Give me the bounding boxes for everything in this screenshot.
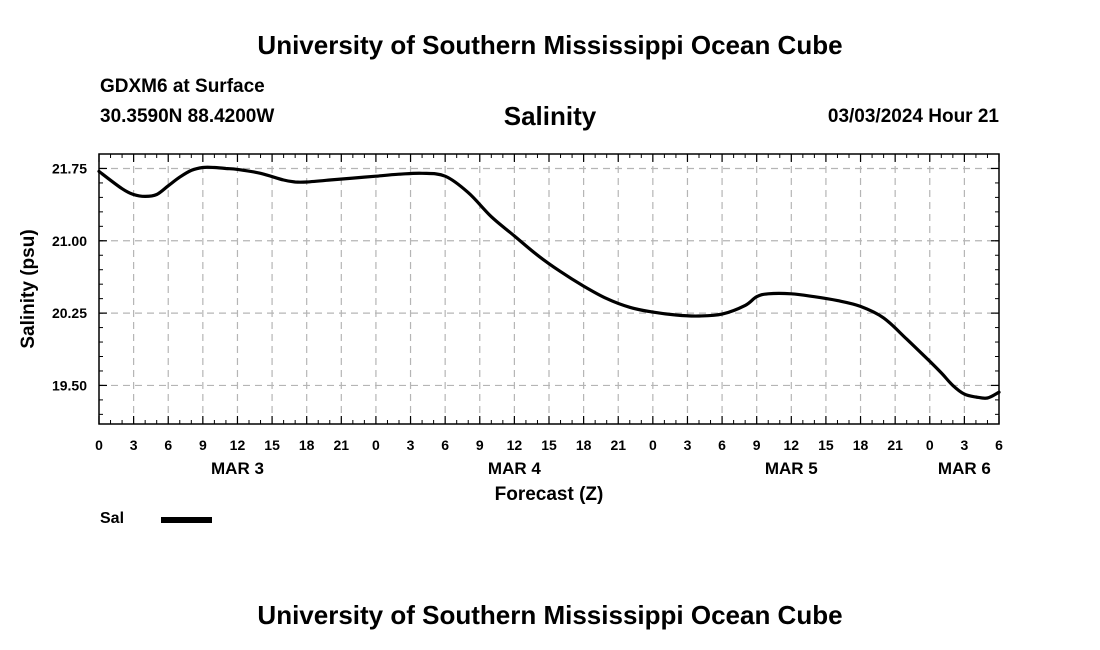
legend-label: Sal: [100, 510, 125, 527]
parameter-title: Salinity: [503, 101, 597, 131]
x-tick-label: 0: [95, 437, 103, 453]
y-tick-label: 21.00: [52, 233, 87, 249]
x-tick-label: 0: [649, 437, 657, 453]
x-tick-label: 3: [960, 437, 968, 453]
x-tick-label: 6: [718, 437, 726, 453]
x-tick-label: 0: [926, 437, 934, 453]
x-tick-label: 12: [784, 437, 800, 453]
y-tick-label: 20.25: [52, 305, 87, 321]
x-tick-label: 6: [995, 437, 1003, 453]
x-tick-label: 18: [299, 437, 315, 453]
series-line-sal: [97, 165, 1001, 400]
x-tick-label: 12: [230, 437, 246, 453]
day-label: MAR 3: [211, 459, 264, 478]
page-title: University of Southern Mississippi Ocean…: [257, 30, 843, 60]
legend-swatch: [161, 517, 212, 523]
y-axis-title: Salinity (psu): [18, 229, 39, 348]
series-layer: [97, 165, 1001, 400]
x-tick-label: 3: [130, 437, 138, 453]
x-tick-label: 15: [541, 437, 557, 453]
day-label: MAR 5: [765, 459, 818, 478]
x-tick-label: 21: [610, 437, 626, 453]
x-tick-label: 18: [853, 437, 869, 453]
x-tick-label: 3: [407, 437, 415, 453]
x-axis-title: Forecast (Z): [495, 484, 604, 505]
day-label: MAR 6: [938, 459, 991, 478]
x-tick-label: 6: [164, 437, 172, 453]
x-tick-label: 21: [334, 437, 350, 453]
x-tick-label: 12: [507, 437, 523, 453]
x-tick-label: 15: [818, 437, 834, 453]
coordinates-label: 30.3590N 88.4200W: [100, 106, 275, 127]
x-tick-label: 6: [441, 437, 449, 453]
x-tick-label: 9: [753, 437, 761, 453]
day-label: MAR 4: [488, 459, 541, 478]
x-tick-label: 15: [264, 437, 280, 453]
x-tick-label: 0: [372, 437, 380, 453]
footer-title: University of Southern Mississippi Ocean…: [257, 600, 843, 630]
forecast-datetime: 03/03/2024 Hour 21: [827, 106, 999, 127]
x-tick-label: 21: [887, 437, 903, 453]
y-tick-label: 19.50: [52, 377, 87, 393]
axis-ticks: [98, 153, 1000, 424]
x-tick-label: 3: [684, 437, 692, 453]
x-tick-label: 18: [576, 437, 592, 453]
y-tick-label: 21.75: [52, 160, 87, 176]
grid: [99, 154, 999, 424]
x-tick-label: 9: [476, 437, 484, 453]
station-label: GDXM6 at Surface: [100, 76, 265, 97]
x-tick-label: 9: [199, 437, 207, 453]
axis-labels: 0 3 6 9 12 15 18 21 0 3 6 9 12 15 18 21 0 3 6 9 12 15 18 21 0 3 6M…: [18, 160, 1003, 505]
